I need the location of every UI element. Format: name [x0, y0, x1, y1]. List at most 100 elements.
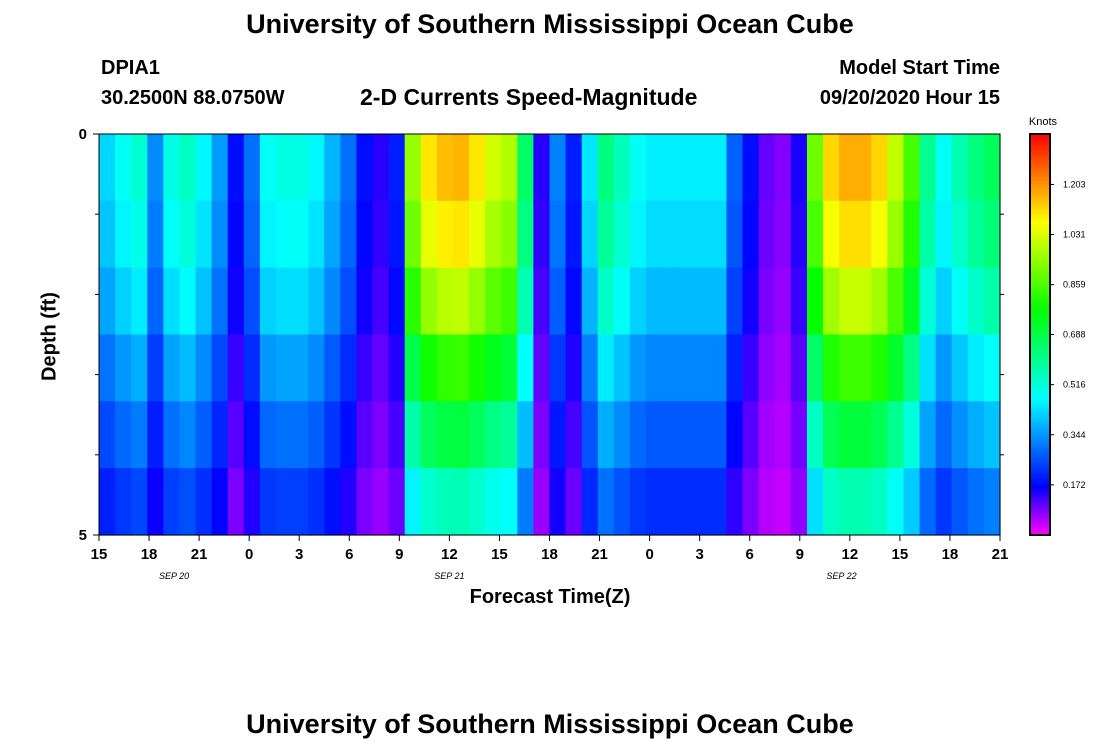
heatmap-cell	[292, 200, 309, 269]
heatmap-cell	[855, 134, 872, 202]
colorbar-step	[1030, 421, 1050, 426]
heatmap-cell	[919, 200, 937, 269]
heatmap-cell	[871, 200, 888, 269]
colorbar-step	[1030, 411, 1050, 416]
colorbar-step	[1030, 428, 1050, 433]
heatmap-cell	[372, 134, 390, 202]
heatmap-cell	[115, 401, 132, 469]
colorbar-step	[1030, 371, 1050, 376]
colorbar-step	[1030, 531, 1050, 536]
heatmap-cell	[485, 468, 502, 536]
heatmap-cell	[839, 134, 856, 202]
heatmap-cell	[99, 401, 116, 469]
heatmap-cell	[935, 134, 953, 202]
colorbar-step	[1030, 294, 1050, 299]
colorbar-step	[1030, 190, 1050, 195]
heatmap-cells	[99, 134, 1001, 536]
colorbar-step	[1030, 220, 1050, 225]
heatmap-cell	[420, 134, 438, 202]
heatmap-cell	[501, 401, 518, 469]
heatmap-cell	[678, 401, 695, 469]
heatmap-cell	[195, 468, 213, 536]
heatmap-cell	[452, 401, 470, 469]
colorbar-step	[1030, 401, 1050, 406]
colorbar-step	[1030, 514, 1050, 519]
heatmap-cell	[372, 200, 390, 269]
colorbar-step	[1030, 471, 1050, 476]
heatmap-cell	[581, 401, 599, 469]
heatmap-cell	[115, 334, 132, 402]
heatmap-cell	[340, 468, 358, 536]
heatmap-cell	[710, 468, 728, 536]
heatmap-cell	[211, 334, 229, 402]
heatmap-cell	[694, 401, 711, 469]
date-label: SEP 22	[826, 571, 856, 581]
colorbar-step	[1030, 341, 1050, 346]
heatmap-cell	[823, 468, 840, 536]
heatmap-cell	[308, 134, 325, 202]
heatmap-cell	[967, 267, 985, 336]
colorbar-step	[1030, 291, 1050, 295]
heatmap-cell	[983, 334, 1001, 402]
heatmap-cell	[420, 468, 438, 536]
station-id: DPIA1	[101, 57, 160, 79]
heatmap-cell	[919, 468, 937, 536]
colorbar-step	[1030, 210, 1050, 215]
heatmap-cell	[195, 200, 213, 269]
colorbar-step	[1030, 498, 1050, 503]
colorbar-step	[1030, 474, 1050, 479]
colorbar-step	[1030, 331, 1050, 336]
heatmap-cell	[388, 267, 406, 336]
colorbar-step	[1030, 397, 1050, 402]
heatmap-cell	[758, 134, 776, 202]
x-tick-label: 12	[441, 546, 458, 563]
colorbar-step	[1030, 337, 1050, 342]
heatmap-cell	[806, 401, 824, 469]
heatmap-cell	[292, 334, 309, 402]
heatmap-cell	[420, 267, 438, 336]
heatmap-cell	[790, 334, 808, 402]
heatmap-cell	[565, 334, 583, 402]
heatmap-cell	[887, 401, 905, 469]
heatmap-cell	[597, 468, 615, 536]
heatmap-cell	[501, 468, 518, 536]
heatmap-cell	[340, 401, 358, 469]
heatmap-cell	[967, 334, 985, 402]
heatmap-cell	[243, 267, 261, 336]
colorbar-step	[1030, 418, 1050, 422]
heatmap-cell	[629, 267, 647, 336]
heatmap-cell	[115, 468, 132, 536]
heatmap-cell	[581, 267, 599, 336]
heatmap-cell	[533, 334, 551, 402]
heatmap-cell	[147, 468, 164, 536]
colorbar-step	[1030, 528, 1050, 533]
colorbar-step	[1030, 351, 1050, 356]
heatmap-cell	[839, 200, 856, 269]
heatmap-cell	[855, 401, 872, 469]
x-tick-label: 21	[191, 546, 208, 563]
model-start-label: Model Start Time	[839, 57, 1000, 79]
heatmap-cell	[790, 134, 808, 202]
heatmap-cell	[935, 200, 953, 269]
heatmap-cell	[823, 134, 840, 202]
colorbar-step	[1030, 404, 1050, 409]
heatmap-cell	[356, 267, 374, 336]
heatmap-cell	[356, 334, 374, 402]
colorbar-step	[1030, 511, 1050, 516]
colorbar-step	[1030, 297, 1050, 302]
colorbar-step	[1030, 157, 1050, 162]
heatmap-cell	[597, 267, 615, 336]
heatmap-cell	[597, 200, 615, 269]
heatmap-cell	[227, 401, 245, 469]
heatmap-cell	[243, 134, 261, 202]
heatmap-cell	[259, 334, 277, 402]
heatmap-cell	[469, 134, 486, 202]
heatmap-cell	[163, 468, 181, 536]
heatmap-cell	[324, 334, 341, 402]
heatmap-cell	[485, 200, 502, 269]
heatmap-cell	[646, 134, 663, 202]
colorbar-step	[1030, 301, 1050, 306]
heatmap-cell	[710, 267, 728, 336]
heatmap-cell	[533, 468, 551, 536]
heatmap-cell	[517, 267, 535, 336]
